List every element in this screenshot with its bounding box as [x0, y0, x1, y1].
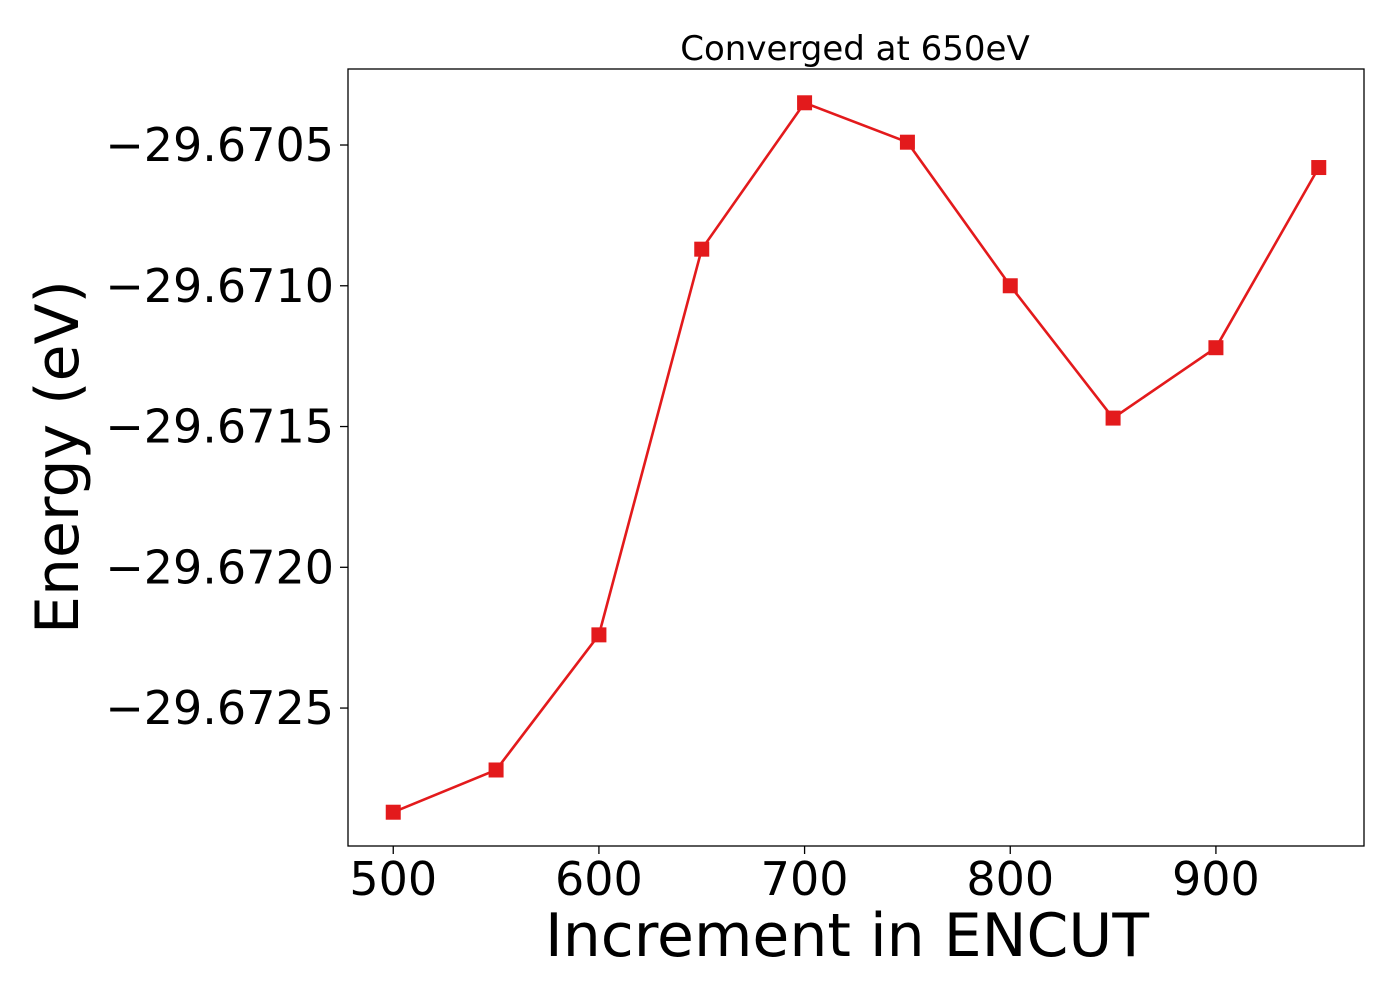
plot-frame [347, 68, 1365, 847]
y-tick-label: −29.6705 [105, 118, 334, 172]
data-point [694, 241, 710, 257]
y-tick-label: −29.6725 [105, 681, 334, 735]
y-tick-label: −29.6710 [105, 259, 334, 313]
data-point [1311, 160, 1327, 176]
x-tick-label: 500 [349, 852, 437, 906]
data-point [899, 134, 915, 150]
data-point [1105, 410, 1121, 426]
x-axis: 500 600 700 800 900 [349, 846, 1260, 906]
y-axis-label: Energy (eV) [23, 280, 93, 634]
data-point [1002, 278, 1018, 294]
series-energy [385, 95, 1327, 820]
x-tick-label: 600 [555, 852, 643, 906]
chart-title: Converged at 650eV [680, 29, 1029, 69]
y-tick-label: −29.6715 [105, 400, 334, 454]
x-tick-label: 700 [761, 852, 849, 906]
x-axis-label: Increment in ENCUT [545, 901, 1149, 971]
data-point [591, 627, 607, 643]
series-line [392, 101, 1320, 814]
data-point [488, 762, 504, 778]
data-point [385, 804, 401, 820]
x-tick-label: 800 [966, 852, 1054, 906]
y-tick-label: −29.6720 [105, 540, 334, 594]
data-point [797, 95, 813, 111]
y-axis: −29.6705 −29.6710 −29.6715 −29.6720 −29.6725 [105, 118, 348, 735]
data-point [1208, 340, 1224, 356]
x-tick-label: 900 [1172, 852, 1260, 906]
